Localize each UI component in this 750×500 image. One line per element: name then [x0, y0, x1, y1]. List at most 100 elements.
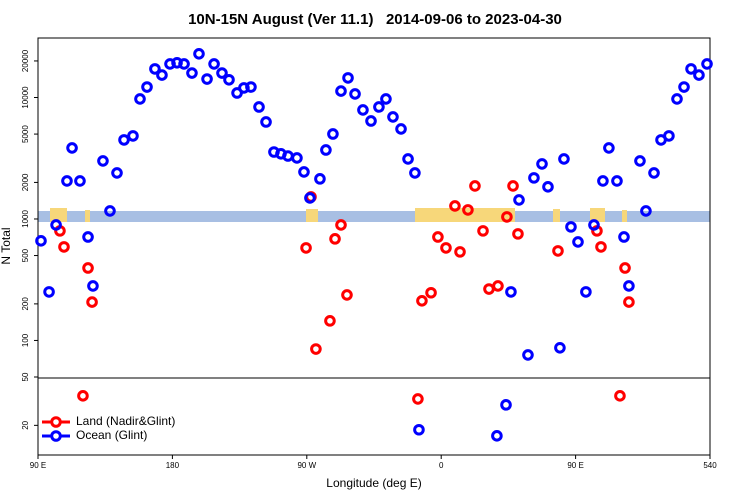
y-tick-label: 1000: [21, 210, 30, 228]
point: [327, 128, 339, 140]
point: [500, 399, 512, 411]
point: [223, 73, 235, 86]
point: [483, 283, 495, 295]
point: [477, 225, 489, 237]
x-tick-label: 90 E: [567, 461, 583, 470]
point: [595, 241, 607, 253]
point: [77, 390, 89, 402]
point: [61, 175, 73, 187]
point: [634, 155, 646, 167]
point: [127, 130, 139, 142]
point: [507, 180, 519, 192]
point: [216, 67, 228, 79]
point: [341, 289, 353, 301]
point: [357, 104, 369, 116]
y-tick-label: 5000: [21, 125, 30, 143]
point: [342, 72, 354, 84]
point: [300, 242, 312, 254]
point: [685, 63, 697, 75]
point: [304, 192, 316, 204]
point: [528, 172, 540, 184]
point: [118, 134, 130, 146]
point: [558, 153, 570, 165]
point: [618, 231, 630, 243]
point: [35, 235, 47, 247]
point: [701, 58, 713, 70]
y-tick-label: 2000: [21, 173, 30, 191]
point: [111, 167, 123, 179]
legend-label: Ocean (Glint): [76, 428, 147, 442]
point: [554, 341, 566, 354]
point: [82, 262, 94, 274]
point: [501, 211, 513, 223]
point: [86, 296, 98, 308]
point: [349, 88, 361, 100]
point: [201, 73, 213, 85]
point: [186, 67, 198, 79]
y-tick-label: 50: [21, 372, 30, 381]
point: [412, 393, 424, 405]
point: [492, 280, 504, 292]
point: [82, 231, 94, 243]
point: [134, 93, 146, 105]
point: [409, 167, 421, 179]
land-mask: [590, 208, 605, 222]
point: [141, 81, 153, 93]
point: [580, 286, 592, 298]
y-tick-label: 200: [21, 297, 30, 311]
point: [432, 231, 444, 243]
point: [663, 130, 675, 142]
point: [597, 175, 609, 187]
x-axis-label: Longitude (deg E): [326, 476, 421, 490]
point: [552, 245, 564, 257]
point: [253, 101, 265, 113]
point: [614, 390, 626, 402]
point: [324, 315, 336, 327]
legend-marker: [50, 430, 62, 442]
point: [373, 101, 385, 113]
point: [66, 142, 78, 154]
point: [156, 69, 168, 81]
point: [329, 233, 341, 245]
land-mask: [622, 210, 627, 222]
point: [193, 48, 205, 60]
point: [603, 142, 615, 154]
point: [648, 167, 660, 179]
series: [35, 48, 713, 442]
land-mask: [306, 209, 318, 222]
point: [572, 236, 584, 248]
plot-frame: [37, 37, 711, 456]
point: [298, 166, 310, 178]
point: [149, 63, 161, 75]
land-mask: [415, 208, 515, 222]
point: [449, 200, 461, 212]
point: [50, 219, 62, 231]
point: [245, 81, 257, 93]
legend-marker: [50, 416, 62, 428]
point: [491, 430, 503, 442]
y-tick-label: 20000: [21, 49, 30, 72]
point: [611, 175, 623, 187]
point: [469, 180, 481, 192]
point: [505, 286, 517, 298]
point: [291, 152, 303, 164]
point: [365, 115, 377, 127]
point: [671, 93, 683, 105]
land-mask: [553, 209, 560, 222]
y-tick-label: 100: [21, 333, 30, 347]
y-tick-label: 10000: [21, 86, 30, 109]
point: [512, 228, 524, 240]
point: [640, 205, 652, 217]
point: [208, 58, 220, 70]
point: [395, 123, 407, 135]
y-tick-label: 500: [21, 248, 30, 262]
x-tick-label: 90 E: [30, 461, 46, 470]
point: [387, 111, 399, 123]
point: [542, 181, 554, 193]
point: [402, 153, 414, 165]
point: [260, 116, 272, 128]
reference-band: [38, 208, 710, 222]
band: [38, 211, 710, 222]
point: [693, 69, 705, 81]
